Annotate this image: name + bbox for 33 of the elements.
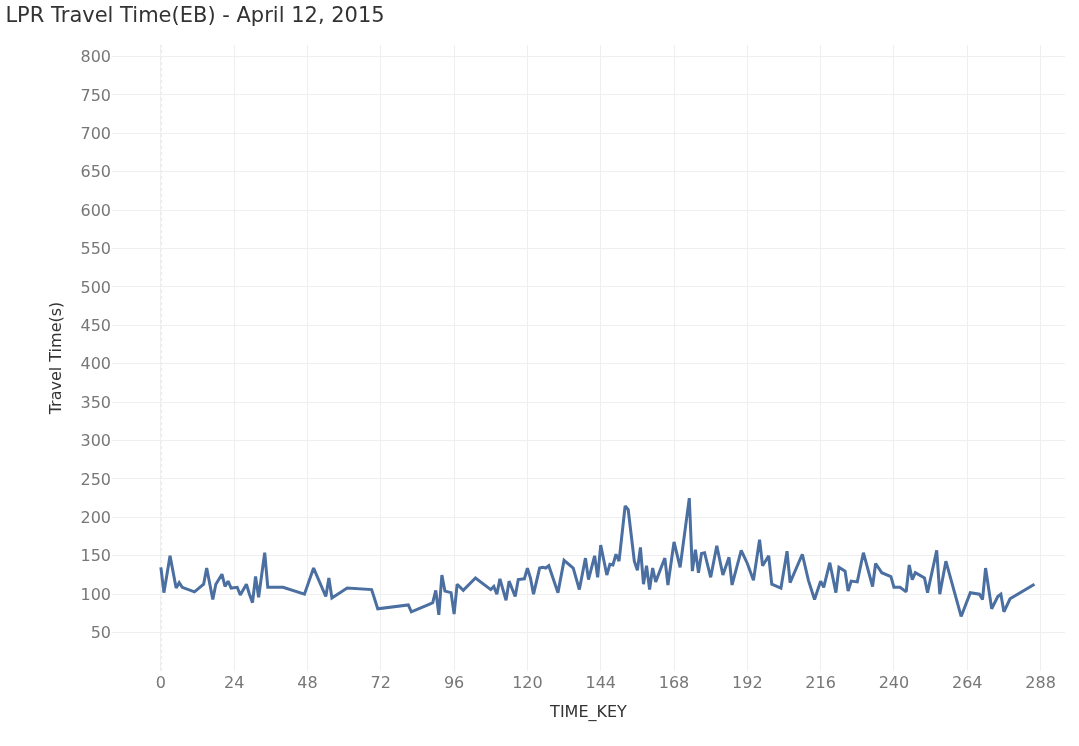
x-tick-label: 144 [585,673,616,692]
x-axis-title: TIME_KEY [549,701,628,722]
y-tick-label: 350 [80,392,111,412]
y-tick-label: 450 [80,315,111,335]
line-series [159,496,1036,618]
x-tick-label: 24 [224,673,245,692]
y-tick-label: 550 [80,239,111,259]
y-tick-label: 800 [80,47,111,67]
y-tick-label: 200 [80,507,111,527]
x-tick-label: 120 [512,673,543,692]
x-tick-label: 240 [878,673,910,692]
chart-title: LPR Travel Time(EB) - April 12, 2015 [5,3,385,28]
x-tick-label: 264 [951,673,983,692]
x-tick-label: 72 [370,673,391,692]
y-tick-label: 250 [80,469,111,489]
y-tick-label: 600 [80,200,111,220]
y-tick-label: 750 [80,85,111,105]
y-axis-title: Travel Time(s) [46,301,66,416]
y-tick-label: 700 [80,123,111,143]
x-tick-label: 168 [658,673,690,692]
x-tick-label: 288 [1025,673,1056,692]
y-tick-label: 50 [90,623,111,643]
y-tick-label: 150 [80,546,111,566]
y-tick-label: 100 [80,584,111,604]
x-tick-label: 48 [297,673,318,692]
x-tick-label: 216 [805,673,836,692]
x-tick-label: 192 [732,673,763,692]
y-tick-label: 400 [80,354,111,374]
y-tick-label: 650 [80,162,111,182]
x-tick-label: 96 [443,673,465,692]
y-tick-label: 500 [80,277,111,297]
y-tick-label: 300 [80,431,111,451]
x-tick-label: 0 [155,673,166,692]
